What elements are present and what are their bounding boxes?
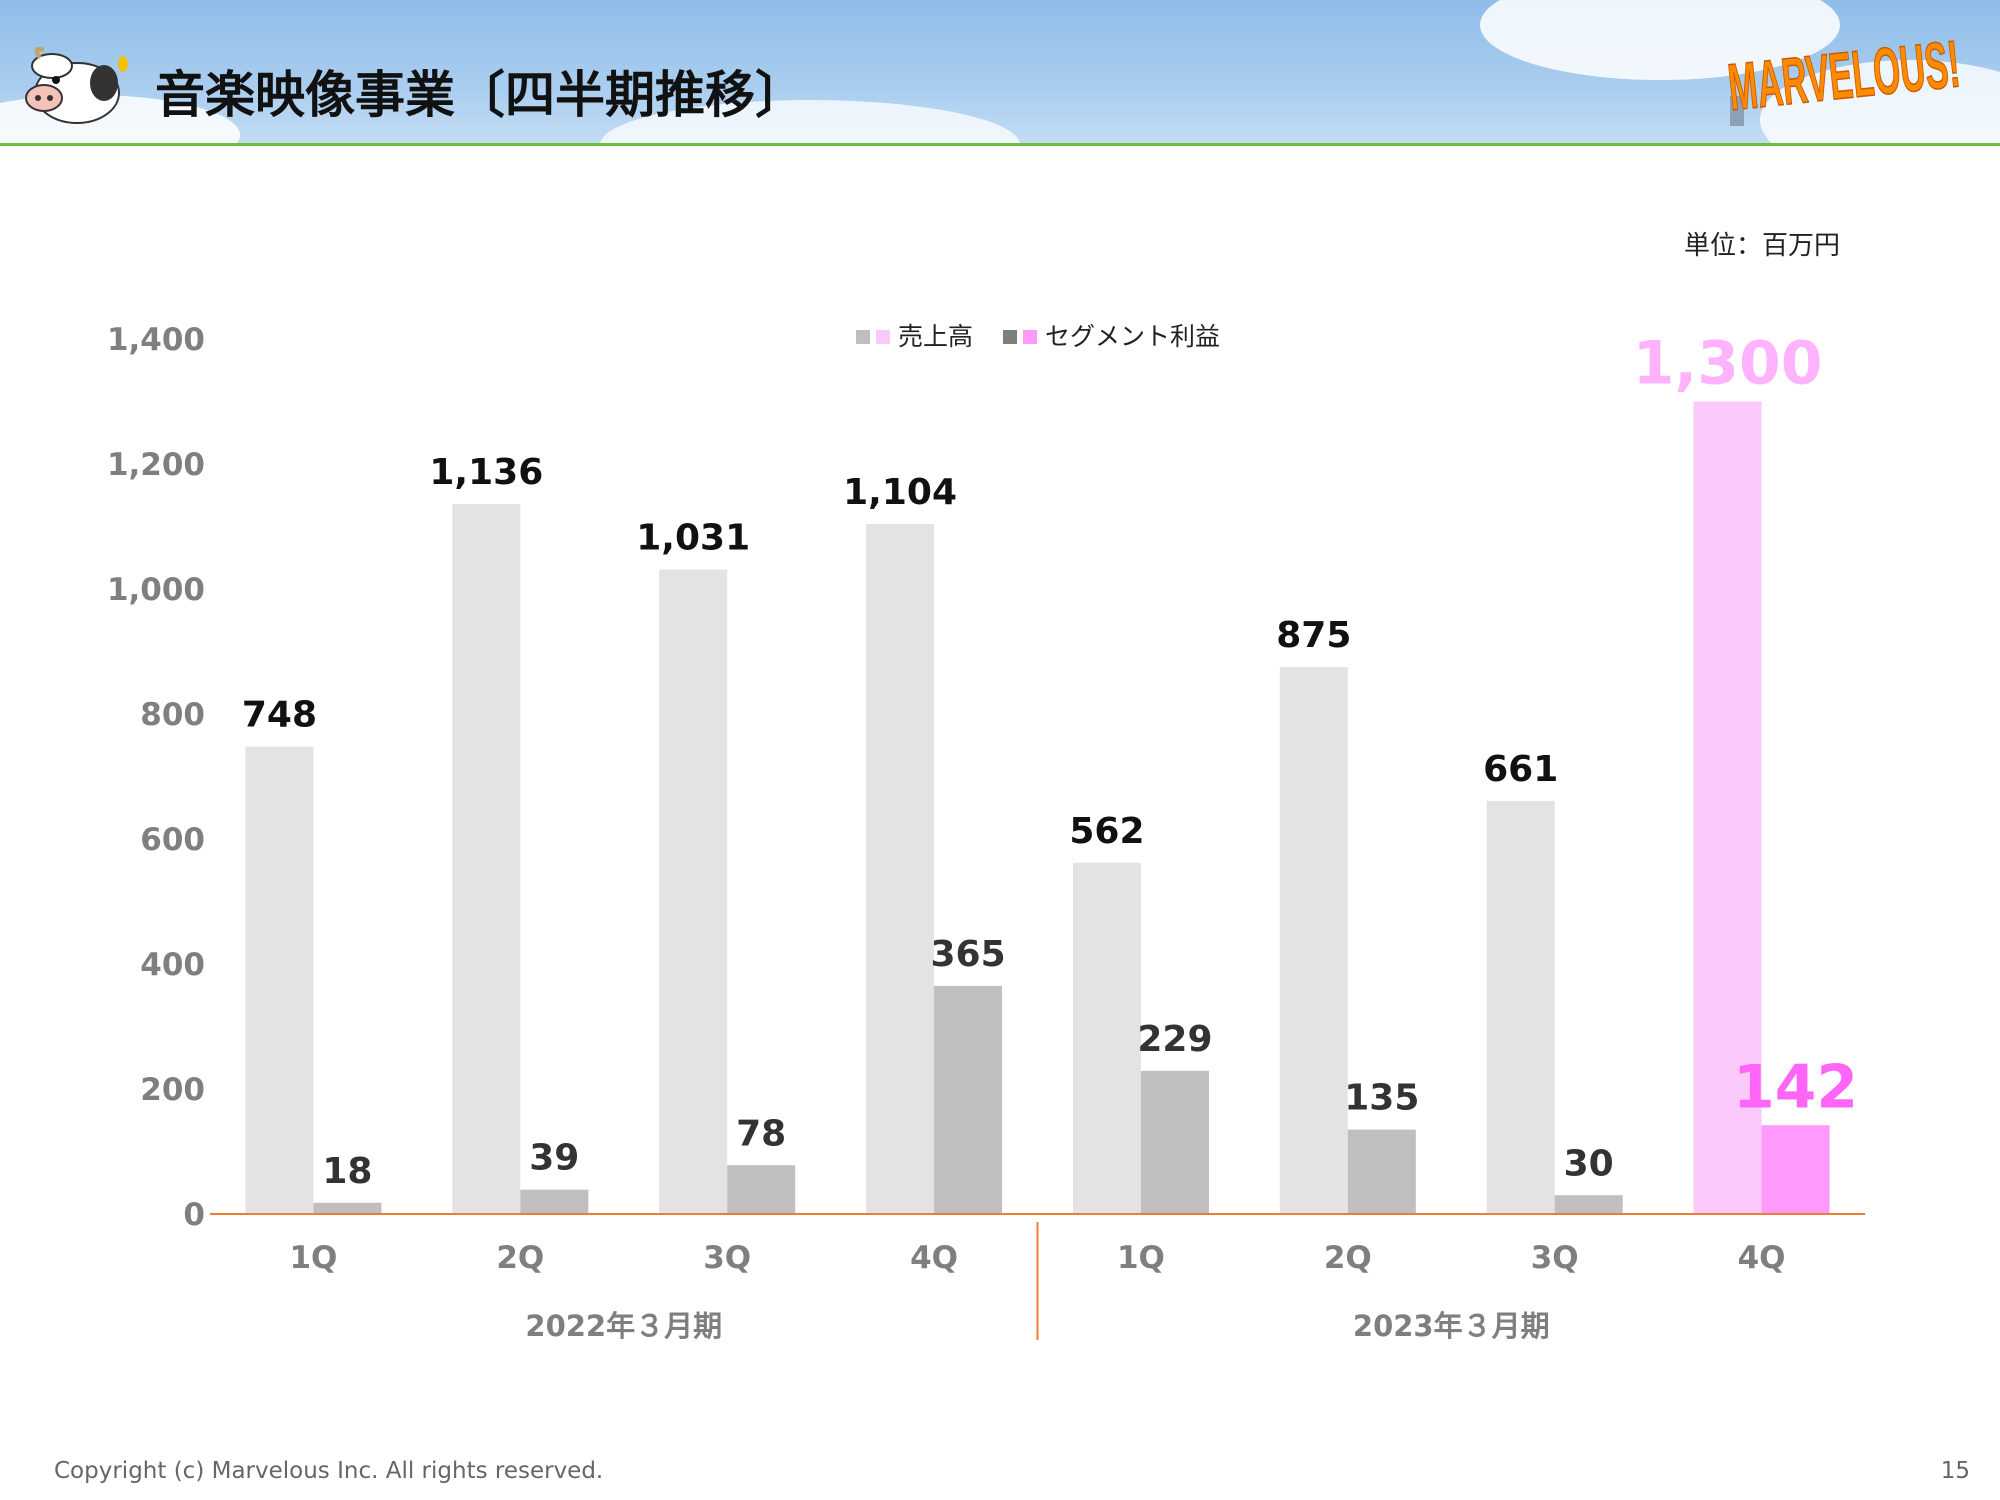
data-label-sales: 661 xyxy=(1483,749,1558,790)
legend-label: 売上高 xyxy=(898,322,973,351)
unit-label: 単位：百万円 xyxy=(1683,231,1840,261)
data-label-sales: 1,300 xyxy=(1633,329,1823,399)
x-tick-label: 3Q xyxy=(1531,1240,1579,1276)
y-tick-label: 200 xyxy=(140,1072,205,1108)
legend-swatch xyxy=(876,330,890,344)
x-tick-label: 3Q xyxy=(703,1240,751,1276)
x-tick-label: 2Q xyxy=(1324,1240,1372,1276)
bar-segment-profit xyxy=(1761,1125,1830,1214)
data-label-segment-profit: 39 xyxy=(529,1138,579,1179)
y-tick-label: 1,400 xyxy=(107,322,205,358)
data-label-sales: 562 xyxy=(1069,811,1144,852)
bar-sales xyxy=(452,504,521,1214)
header-banner: 音楽映像事業〔四半期推移〕 MARVELOUS! xyxy=(0,0,2000,143)
group-label: 2023年３月期 xyxy=(1353,1309,1550,1343)
y-tick-label: 600 xyxy=(140,822,205,858)
x-tick-label: 4Q xyxy=(910,1240,958,1276)
data-label-sales: 1,104 xyxy=(843,472,957,513)
bar-sales xyxy=(1072,862,1141,1214)
group-label: 2022年３月期 xyxy=(525,1309,722,1343)
legend-swatch xyxy=(1023,330,1038,344)
bar-segment-profit xyxy=(313,1202,382,1214)
page-number: 15 xyxy=(1940,1458,1970,1484)
data-label-sales: 1,031 xyxy=(636,518,750,559)
y-tick-label: 400 xyxy=(140,947,205,983)
x-tick-label: 4Q xyxy=(1738,1240,1786,1276)
page-title: 音楽映像事業〔四半期推移〕 xyxy=(155,66,805,124)
data-label-sales: 875 xyxy=(1276,615,1351,656)
bar-sales xyxy=(1486,800,1555,1214)
bar-sales xyxy=(866,524,935,1214)
bar-chart: 0 200 400 600 800 1,000 1,200 1,400 748 1,136 1,03… xyxy=(107,322,1865,1343)
y-tick-label: 0 xyxy=(183,1197,205,1233)
legend-swatch xyxy=(1003,330,1018,344)
legend-swatch xyxy=(856,330,870,344)
data-label-segment-profit: 30 xyxy=(1564,1143,1614,1184)
cow-mascot-icon xyxy=(25,47,128,124)
bar-segment-profit xyxy=(934,985,1003,1214)
copyright-text: Copyright (c) Marvelous Inc. All rights … xyxy=(54,1458,604,1484)
data-label-segment-profit: 142 xyxy=(1733,1052,1858,1122)
x-tick-label: 2Q xyxy=(496,1240,544,1276)
y-tick-label: 1,200 xyxy=(107,447,205,483)
bar-segment-profit xyxy=(1554,1195,1623,1214)
data-label-segment-profit: 229 xyxy=(1137,1019,1212,1060)
header-divider xyxy=(0,143,2000,146)
data-label-segment-profit: 18 xyxy=(322,1151,372,1192)
bar-segment-profit xyxy=(1347,1129,1416,1214)
bar-sales xyxy=(659,569,728,1214)
data-label-segment-profit: 78 xyxy=(736,1113,786,1154)
data-label-sales: 748 xyxy=(242,695,317,736)
bar-sales xyxy=(245,746,314,1214)
data-label-sales: 1,136 xyxy=(429,452,543,493)
bar-segment-profit xyxy=(1140,1070,1209,1214)
data-label-segment-profit: 365 xyxy=(930,934,1005,975)
y-tick-label: 1,000 xyxy=(107,572,205,608)
bar-segment-profit xyxy=(727,1165,796,1214)
bar-sales xyxy=(1693,401,1762,1214)
legend-label: セグメント利益 xyxy=(1045,322,1220,351)
data-label-segment-profit: 135 xyxy=(1344,1078,1419,1119)
bar-sales xyxy=(1279,667,1348,1214)
y-tick-label: 800 xyxy=(140,697,205,733)
marvelous-logo: MARVELOUS! xyxy=(1724,25,1964,126)
x-tick-label: 1Q xyxy=(289,1240,337,1276)
bar-segment-profit xyxy=(520,1189,589,1214)
x-tick-label: 1Q xyxy=(1117,1240,1165,1276)
